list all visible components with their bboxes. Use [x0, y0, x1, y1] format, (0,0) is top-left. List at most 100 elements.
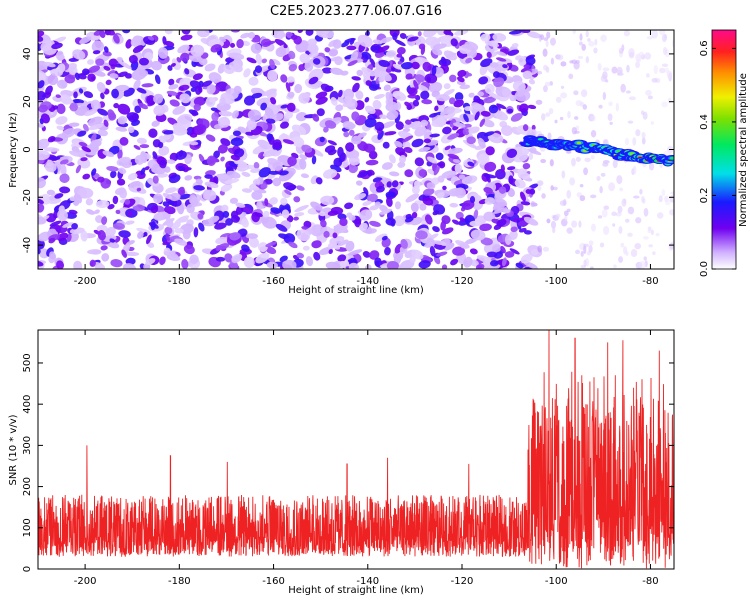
spectrogram-cell — [210, 44, 222, 53]
spectrogram-cell — [134, 105, 142, 114]
spectrogram-cell — [484, 83, 495, 94]
spectrogram-cell — [143, 263, 151, 269]
spectrogram-cell — [372, 39, 383, 45]
spectrogram-cell — [246, 119, 257, 131]
spectrogram-cell — [454, 163, 463, 174]
spectrogram-cell — [51, 42, 63, 50]
spectrogram-cell — [535, 99, 543, 105]
spectrogram-cell — [529, 76, 535, 80]
spectrogram-cell — [484, 197, 496, 205]
spectrogram-cell — [483, 173, 497, 179]
spectrogram-cell — [394, 39, 406, 47]
spectrogram-cell — [651, 30, 658, 39]
spectrogram-cell — [286, 102, 296, 112]
spectrogram-cell — [276, 30, 285, 40]
spectrogram-cell — [351, 135, 362, 145]
spectrogram-cell — [312, 113, 320, 122]
spectrogram-cell — [38, 71, 46, 82]
spectrogram-cell — [642, 111, 648, 120]
spectrogram-cell — [402, 128, 411, 133]
spectrogram-cell — [405, 213, 412, 220]
spectrogram-cell — [519, 103, 529, 113]
spectrogram-cell — [145, 258, 156, 265]
spectrogram-cell — [44, 61, 56, 68]
spectrogram-cell — [231, 110, 239, 119]
spectrogram-cell — [265, 246, 277, 255]
spectrogram-cell — [304, 60, 314, 72]
spectrogram-cell — [165, 217, 174, 228]
spectrogram-cell — [112, 195, 119, 205]
spectrogram-cell — [163, 130, 175, 135]
spectrogram-cell — [256, 200, 263, 211]
spectrogram-cell — [442, 126, 452, 135]
spectrogram-cell — [251, 92, 263, 99]
spectrogram-cell — [365, 209, 372, 218]
y-tick-label: 400 — [22, 395, 33, 414]
spectrogram-cell — [116, 56, 123, 62]
spectrogram-cell — [662, 47, 668, 55]
spectrogram-cell — [569, 60, 574, 64]
spectrogram-cell — [179, 93, 191, 104]
spectrogram-cell — [252, 178, 261, 185]
spectrogram-cell — [127, 172, 138, 181]
spectrogram-cell — [507, 49, 520, 56]
spectrogram-cell — [89, 140, 99, 152]
spectrogram-cell — [189, 254, 199, 265]
spectrogram-cell — [470, 229, 486, 241]
spectrogram-cell — [405, 193, 420, 203]
spectrogram-cell — [361, 51, 372, 60]
spectrogram-cell — [454, 30, 469, 36]
spectrogram-cell — [568, 73, 574, 80]
spectrogram-cell — [619, 187, 624, 192]
spectrogram-cell — [603, 225, 610, 235]
spectrogram-cell — [597, 215, 603, 219]
spectrogram-cell — [393, 215, 405, 227]
spectrogram-cell — [267, 70, 278, 82]
spectrogram-cell — [452, 246, 466, 256]
spectrogram-cell — [310, 224, 324, 237]
spectrogram-cell — [385, 191, 396, 198]
spectrogram-cell — [127, 126, 135, 133]
spectrogram-cell — [411, 61, 420, 70]
y-tick-label: 0 — [22, 146, 33, 152]
spectrogram-cell — [272, 161, 283, 171]
spectrogram-cell — [433, 204, 446, 215]
spectrogram-cell — [378, 59, 391, 67]
spectrogram-cell — [526, 31, 542, 39]
spectrogram-cell — [483, 131, 495, 137]
spectrogram-cell — [172, 127, 188, 136]
spectrogram-cell — [627, 206, 635, 215]
spectrogram-cell — [214, 222, 227, 230]
x-tick-label: -120 — [451, 276, 474, 287]
spectrogram-cell — [409, 255, 416, 264]
spectrogram-cell — [299, 53, 310, 64]
spectrogram-cell — [293, 216, 299, 221]
spectrogram-cell — [423, 138, 432, 144]
spectrogram-cell — [69, 102, 78, 112]
spectrogram-cell — [418, 169, 428, 177]
spectrogram-cell — [461, 175, 478, 185]
spectrogram-cell — [345, 240, 355, 252]
spectrogram-cell — [339, 217, 348, 227]
spectrogram-cell — [272, 113, 284, 122]
spectrogram-cell — [354, 218, 362, 228]
spectrogram-cell — [208, 72, 222, 83]
spectrogram-cell — [438, 161, 446, 169]
spectrogram-cell — [283, 233, 296, 244]
spectrogram-cell — [450, 258, 459, 266]
spectrogram-cell — [91, 40, 105, 53]
spectrogram-cell — [194, 85, 202, 95]
chart-title: C2E5.2023.277.06.07.G16 — [270, 4, 442, 19]
x-tick-label: -200 — [74, 576, 97, 587]
spectrogram-cell — [422, 197, 434, 206]
spectrogram-cell — [109, 238, 116, 243]
spectrogram-cell — [150, 221, 156, 231]
spectrogram-cell — [473, 209, 479, 220]
spectrogram-cell — [168, 174, 181, 184]
spectrogram-cell — [205, 96, 216, 107]
y-tick-label: 0 — [22, 566, 33, 572]
spectrogram-cell — [652, 251, 656, 256]
spectrogram-cell — [461, 200, 475, 210]
spectrogram-cell — [414, 157, 424, 167]
spectrogram-cell — [157, 47, 169, 59]
